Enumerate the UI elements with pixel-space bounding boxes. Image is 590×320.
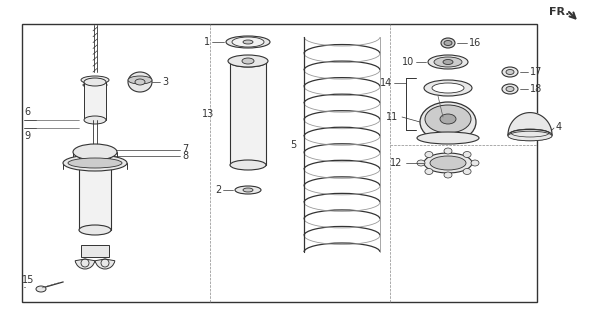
Ellipse shape [508,131,552,141]
Ellipse shape [84,116,106,124]
Ellipse shape [417,160,425,166]
Ellipse shape [417,132,479,144]
Ellipse shape [506,86,514,92]
Text: 14: 14 [380,78,392,88]
Bar [81,245,109,257]
Text: 5: 5 [290,140,296,150]
Text: 16: 16 [469,38,481,48]
Ellipse shape [502,67,518,77]
Ellipse shape [502,84,518,94]
Ellipse shape [63,155,127,171]
Wedge shape [75,259,95,269]
Ellipse shape [506,69,514,75]
Text: 9: 9 [24,131,30,141]
Bar [22,24,537,302]
Ellipse shape [444,148,452,154]
Ellipse shape [443,60,453,65]
Ellipse shape [432,83,464,93]
Ellipse shape [84,78,106,86]
Text: 12: 12 [389,158,402,168]
Text: 4: 4 [556,122,562,132]
Ellipse shape [463,151,471,157]
Ellipse shape [230,160,266,170]
Polygon shape [508,113,552,135]
Text: 6: 6 [24,107,30,117]
Ellipse shape [424,80,472,96]
Ellipse shape [430,156,466,170]
Ellipse shape [81,76,109,84]
Ellipse shape [128,72,152,92]
Ellipse shape [128,76,152,84]
Ellipse shape [434,57,462,67]
Ellipse shape [425,169,433,174]
Text: 7: 7 [182,144,188,154]
Text: 13: 13 [202,109,214,119]
Ellipse shape [243,188,253,192]
Ellipse shape [463,169,471,174]
Ellipse shape [135,79,145,85]
Text: 15: 15 [22,275,34,285]
Text: FR.: FR. [549,7,569,17]
Text: 2: 2 [215,185,221,195]
Ellipse shape [424,153,472,173]
Ellipse shape [226,36,270,48]
Ellipse shape [508,129,552,140]
Ellipse shape [235,186,261,194]
Ellipse shape [228,55,268,67]
Text: 18: 18 [530,84,542,94]
Ellipse shape [36,286,46,292]
Ellipse shape [79,155,111,165]
Ellipse shape [68,158,122,168]
Text: 3: 3 [162,77,168,87]
Ellipse shape [242,58,254,64]
Ellipse shape [444,41,452,45]
Ellipse shape [471,160,479,166]
Bar [230,62,266,165]
Ellipse shape [79,225,111,235]
Text: 11: 11 [386,112,398,122]
Text: 10: 10 [402,57,414,67]
Ellipse shape [83,82,107,88]
Ellipse shape [425,151,433,157]
Ellipse shape [441,38,455,48]
Ellipse shape [425,105,471,133]
Ellipse shape [440,114,456,124]
Wedge shape [95,259,115,269]
Bar [84,82,106,120]
Text: 17: 17 [530,67,542,77]
Ellipse shape [230,57,266,67]
Ellipse shape [73,144,117,160]
Bar [79,160,111,230]
Ellipse shape [243,40,253,44]
Ellipse shape [428,55,468,69]
Text: 1: 1 [204,37,210,47]
Text: 8: 8 [182,151,188,161]
Ellipse shape [232,37,264,47]
Ellipse shape [444,172,452,178]
Ellipse shape [420,102,476,142]
